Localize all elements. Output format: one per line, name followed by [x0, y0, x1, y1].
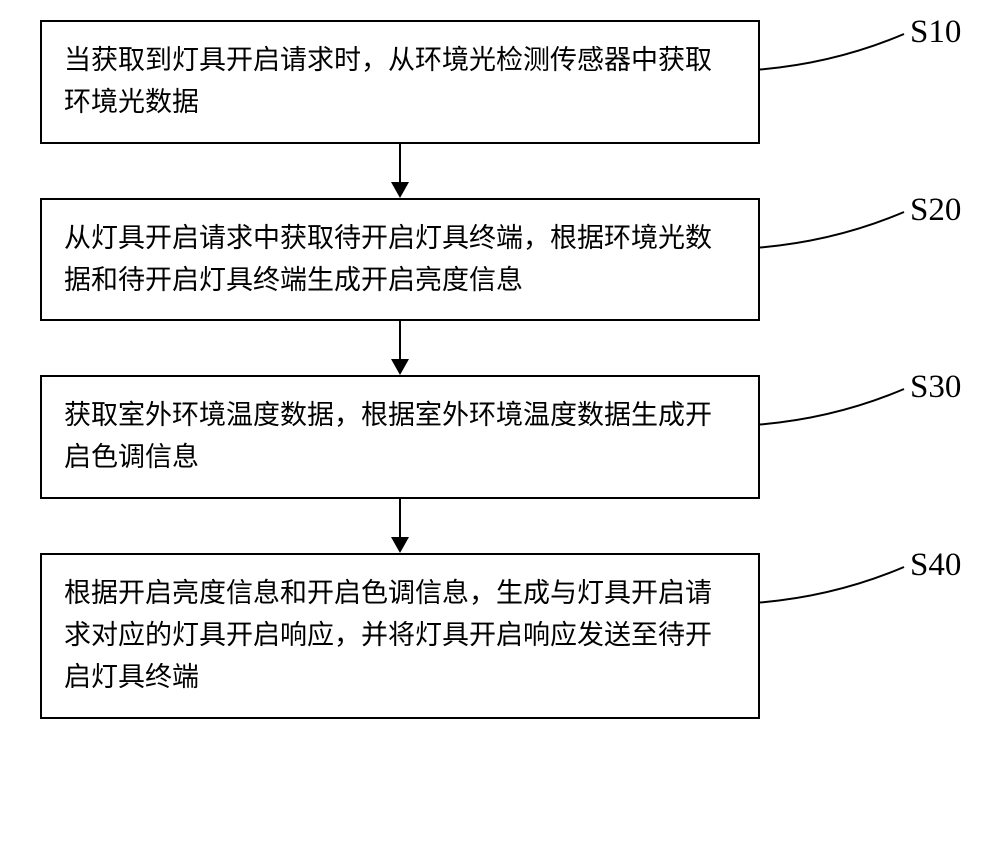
step-row-s20: 从灯具开启请求中获取待开启灯具终端，根据环境光数据和待开启灯具终端生成开启亮度信…	[40, 198, 960, 322]
arrow-down-icon	[391, 537, 409, 553]
step-row-s30: 获取室外环境温度数据，根据室外环境温度数据生成开启色调信息 S30	[40, 375, 960, 499]
step-text-s20: 从灯具开启请求中获取待开启灯具终端，根据环境光数据和待开启灯具终端生成开启亮度信…	[64, 223, 712, 295]
step-label-s20: S20	[910, 192, 961, 229]
step-box-s30: 获取室外环境温度数据，根据室外环境温度数据生成开启色调信息	[40, 375, 760, 499]
step-box-s20: 从灯具开启请求中获取待开启灯具终端，根据环境光数据和待开启灯具终端生成开启亮度信…	[40, 198, 760, 322]
step-text-s30: 获取室外环境温度数据，根据室外环境温度数据生成开启色调信息	[64, 400, 712, 472]
connector-line-1	[399, 144, 401, 184]
connector-1	[40, 144, 760, 198]
step-text-s10: 当获取到灯具开启请求时，从环境光检测传感器中获取环境光数据	[64, 45, 712, 117]
arrow-down-icon	[391, 182, 409, 198]
step-label-s10: S10	[910, 14, 961, 51]
connector-line-3	[399, 499, 401, 539]
arrow-down-icon	[391, 359, 409, 375]
connector-2	[40, 321, 760, 375]
step-text-s40: 根据开启亮度信息和开启色调信息，生成与灯具开启请求对应的灯具开启响应，并将灯具开…	[64, 578, 712, 692]
connector-line-2	[399, 321, 401, 361]
step-label-s30: S30	[910, 369, 961, 406]
step-box-s40: 根据开启亮度信息和开启色调信息，生成与灯具开启请求对应的灯具开启响应，并将灯具开…	[40, 553, 760, 719]
flowchart-container: 当获取到灯具开启请求时，从环境光检测传感器中获取环境光数据 S10 从灯具开启请…	[40, 20, 960, 719]
connector-3	[40, 499, 760, 553]
step-row-s40: 根据开启亮度信息和开启色调信息，生成与灯具开启请求对应的灯具开启响应，并将灯具开…	[40, 553, 960, 719]
step-box-s10: 当获取到灯具开启请求时，从环境光检测传感器中获取环境光数据	[40, 20, 760, 144]
step-row-s10: 当获取到灯具开启请求时，从环境光检测传感器中获取环境光数据 S10	[40, 20, 960, 144]
step-label-s40: S40	[910, 547, 961, 584]
